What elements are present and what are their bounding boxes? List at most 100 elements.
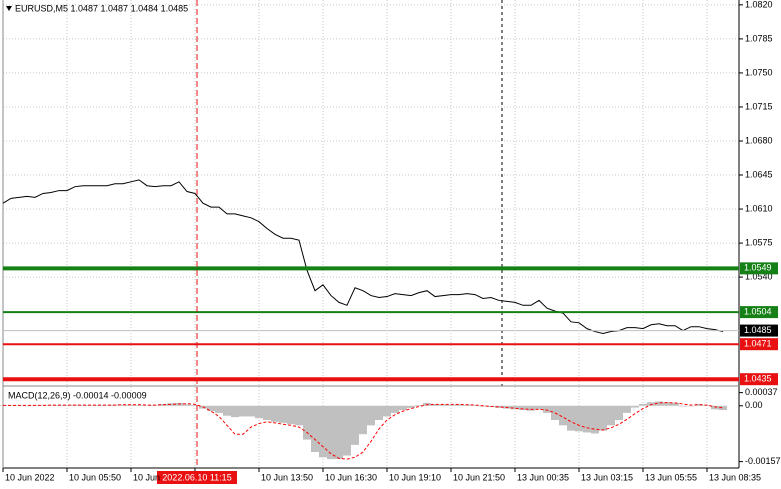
y-tick-label: 1.0715 xyxy=(745,101,773,111)
level-label: 1.0471 xyxy=(744,339,772,349)
macd-bar xyxy=(391,405,399,413)
macd-bar xyxy=(671,402,679,406)
y-tick-label: 1.0680 xyxy=(745,135,773,145)
macd-bar xyxy=(447,404,455,406)
macd-bar xyxy=(119,404,127,406)
y-tick-label: 0.00037 xyxy=(745,387,778,397)
y-tick-label: 1.0540 xyxy=(745,271,773,281)
macd-bar xyxy=(535,405,543,410)
macd-bar xyxy=(583,405,591,433)
x-tick-label: 10 Jun xyxy=(133,472,160,482)
macd-bar xyxy=(471,405,479,406)
macd-bar xyxy=(367,405,375,426)
macd-bar xyxy=(679,405,687,407)
macd-bar xyxy=(303,405,311,440)
macd-bar xyxy=(623,405,631,413)
chart-title: EURUSD,M5 1.0487 1.0487 1.0484 1.0485 xyxy=(15,3,188,13)
y-tick-label: 1.0575 xyxy=(745,237,773,247)
macd-bar xyxy=(631,405,639,408)
macd-bar xyxy=(343,405,351,456)
macd-bar xyxy=(711,405,719,410)
price-line xyxy=(2,179,724,335)
macd-bar xyxy=(359,405,367,435)
macd-bar xyxy=(143,405,151,406)
macd-bar xyxy=(311,405,319,452)
y-tick-label: 1.0645 xyxy=(745,169,773,179)
x-tick-label: 10 Jun 21:50 xyxy=(453,472,505,482)
level-label: 1.0504 xyxy=(744,306,772,316)
grid xyxy=(2,0,739,472)
crosshair-label-box xyxy=(157,471,237,484)
macd-bar xyxy=(375,405,383,420)
macd-bar xyxy=(559,405,567,426)
macd-bar xyxy=(279,405,287,423)
x-tick-label: 10 Jun 2022 xyxy=(5,472,55,482)
macd-bar xyxy=(215,405,223,413)
macd-bar xyxy=(575,405,583,432)
level-label-box xyxy=(740,373,778,386)
macd-bar xyxy=(655,401,663,406)
macd-bar xyxy=(223,405,231,416)
x-tick-label: 13 Jun 05:55 xyxy=(645,472,697,482)
macd-bar xyxy=(431,404,439,406)
y-tick-label: 1.0785 xyxy=(745,33,773,43)
macd-bar xyxy=(183,404,191,406)
macd-bar xyxy=(247,405,255,417)
macd-bar xyxy=(543,405,551,413)
macd-bar xyxy=(335,405,343,460)
y-tick-label: 1.0610 xyxy=(745,203,773,213)
x-tick-label: 13 Jun 03:15 xyxy=(581,472,633,482)
macd-bar xyxy=(383,405,391,417)
macd-bar xyxy=(615,405,623,420)
macd-bar xyxy=(263,405,271,420)
macd-bar xyxy=(87,405,95,406)
macd-bar xyxy=(695,404,703,406)
macd-bar xyxy=(527,405,535,411)
macd-bar xyxy=(399,405,407,411)
macd-bar xyxy=(495,405,503,408)
macd-bar xyxy=(295,405,303,426)
macd-bar xyxy=(511,405,519,410)
y-tick-label: -0.00157 xyxy=(745,456,781,466)
macd-bar xyxy=(135,405,143,406)
macd-bar xyxy=(607,405,615,426)
level-label-box xyxy=(740,338,778,351)
y-tick-label: 0.00 xyxy=(745,400,763,410)
macd-bar xyxy=(639,404,647,406)
level-label: 1.0435 xyxy=(744,374,772,384)
macd-bar xyxy=(327,405,335,460)
x-tick-label: 10 Jun 05:50 xyxy=(69,472,121,482)
macd-bar xyxy=(351,405,359,445)
macd-bar xyxy=(719,405,727,411)
macd-bar xyxy=(127,404,135,406)
macd-bar xyxy=(63,405,71,406)
marks xyxy=(0,179,739,460)
macd-bar xyxy=(463,404,471,406)
macd-bar xyxy=(103,405,111,406)
macd-bar xyxy=(647,402,655,406)
level-label-box xyxy=(740,262,778,275)
x-tick-label: 10 Jun 13:50 xyxy=(261,472,313,482)
macd-bar xyxy=(687,405,695,407)
signal-line xyxy=(3,402,724,460)
macd-bar xyxy=(255,405,263,419)
macd-title: MACD(12,26,9) -0.00014 -0.00009 xyxy=(8,390,147,400)
level-label-box xyxy=(740,306,778,319)
y-tick-label: 1.0750 xyxy=(745,67,773,77)
crosshair-label: 2022.06.10 11:15 xyxy=(162,472,231,482)
macd-bar xyxy=(599,405,607,431)
macd-bar xyxy=(415,405,423,406)
x-tick-label: 13 Jun 08:35 xyxy=(709,472,761,482)
macd-bar xyxy=(239,405,247,417)
macd-bar xyxy=(207,405,215,412)
macd-bar xyxy=(39,405,47,406)
macd-bar xyxy=(439,404,447,406)
x-tick-label: 10 Jun 16:30 xyxy=(325,472,377,482)
macd-bar xyxy=(663,402,671,406)
y-tick-label: 1.0820 xyxy=(745,0,773,9)
x-tick-label: 13 Jun 00:35 xyxy=(517,472,569,482)
macd-bar xyxy=(271,405,279,422)
macd-bar xyxy=(319,405,327,458)
macd-bar xyxy=(407,405,415,408)
